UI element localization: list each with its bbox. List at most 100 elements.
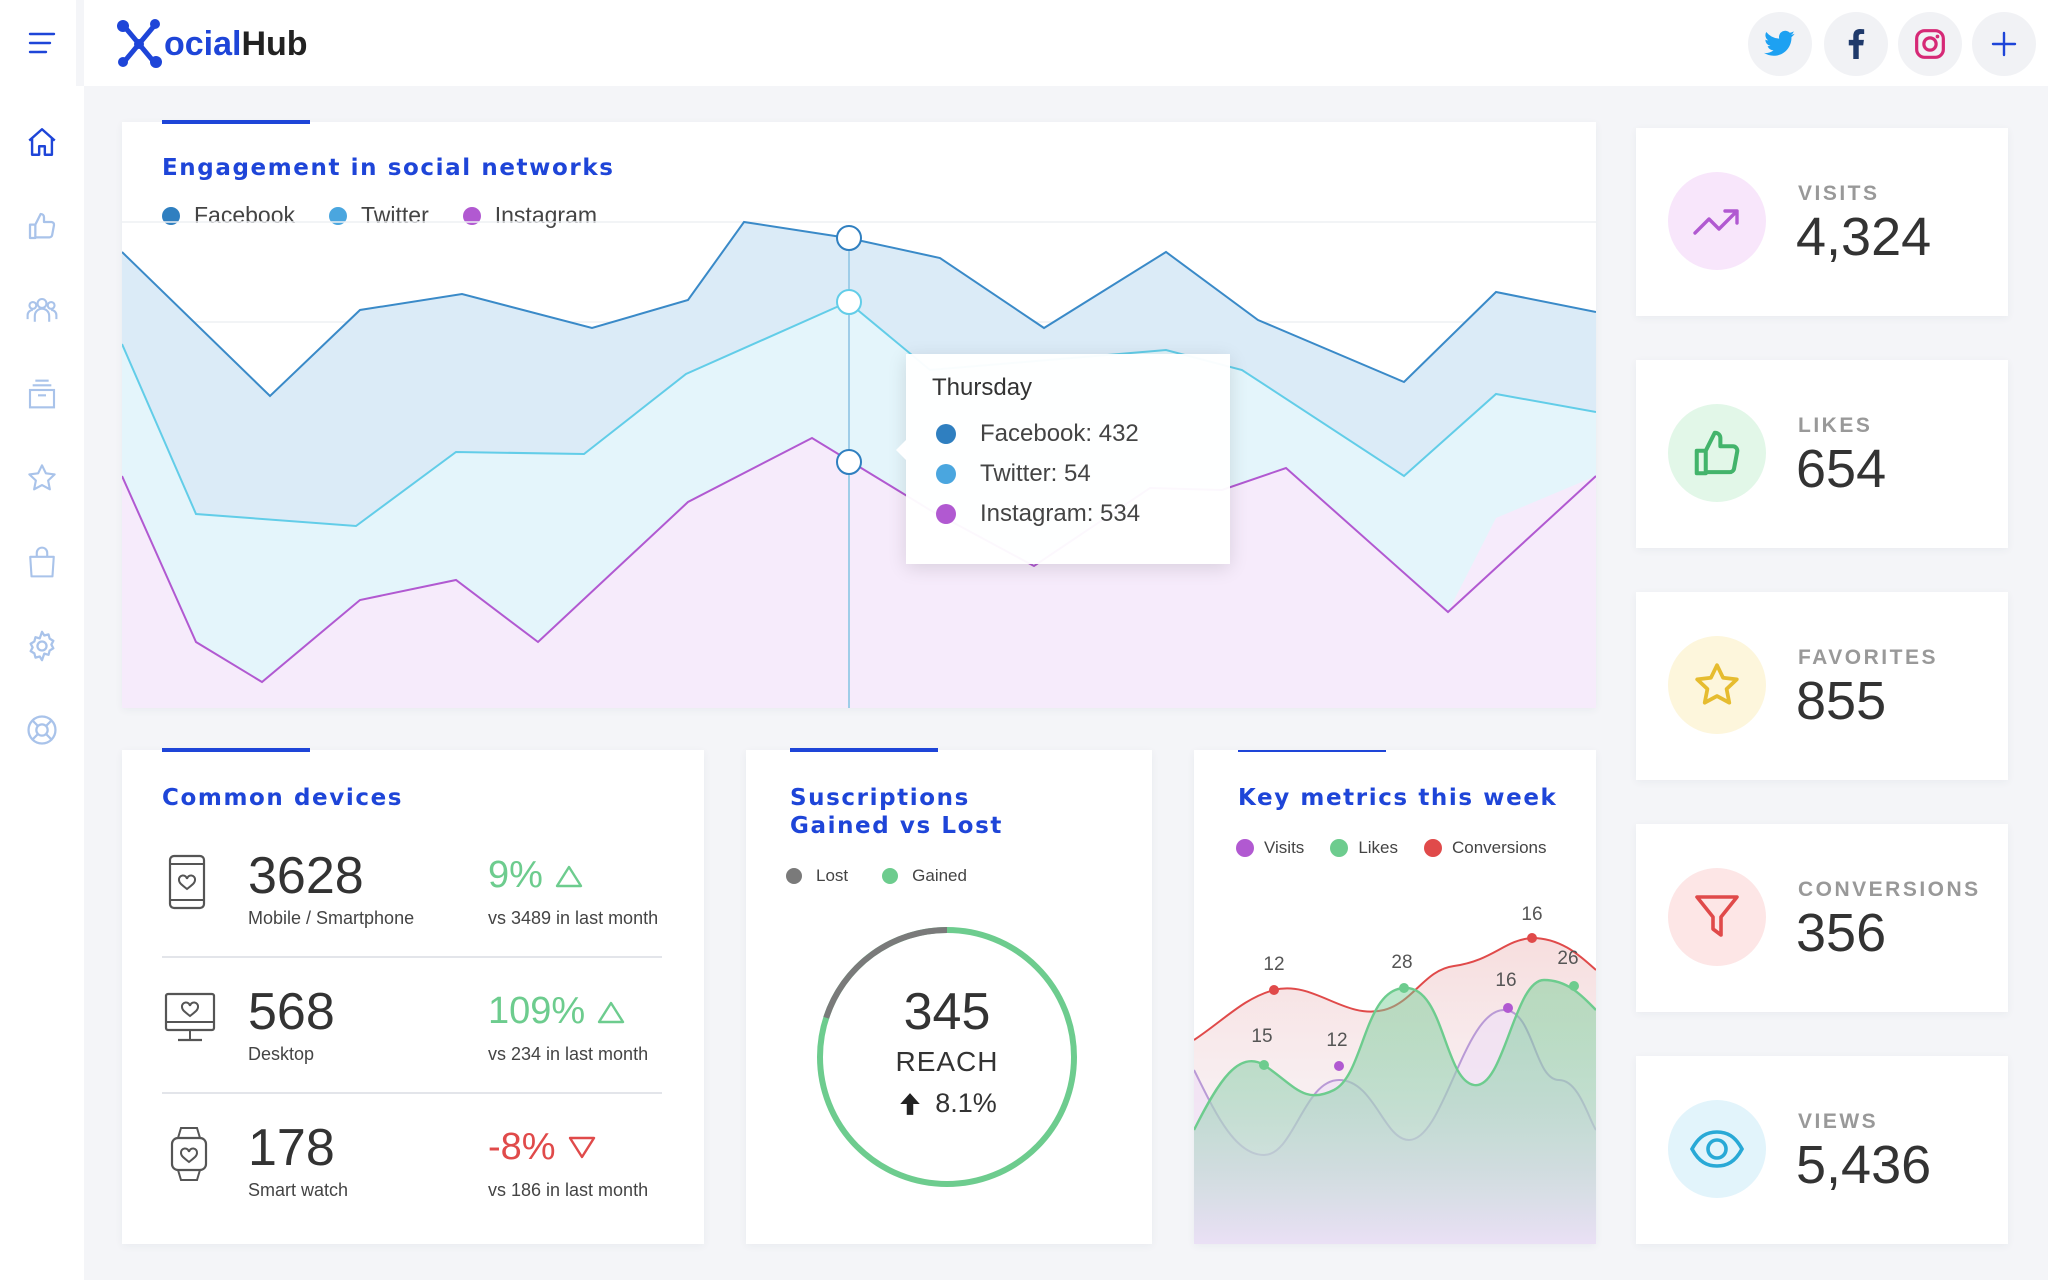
- triangle-down-icon: [568, 1136, 595, 1158]
- instagram-line: [122, 436, 1596, 684]
- legend-label: Visits: [1264, 838, 1305, 857]
- stat-card-likes[interactable]: LIKES 654: [1636, 360, 2008, 548]
- top-bar: ocialHub: [0, 0, 2048, 86]
- sidebar-item-support[interactable]: [24, 712, 60, 748]
- legend-dot: [162, 206, 180, 225]
- legend-item-facebook[interactable]: Facebook: [162, 202, 295, 229]
- filter-icon: [1695, 895, 1739, 937]
- stat-value: 5,436: [1796, 1135, 1932, 1195]
- device-row-desktop: 568 Desktop 109% vs 234 in last month: [162, 974, 662, 1110]
- device-compare: vs 186 in last month: [488, 1180, 649, 1200]
- sidebar-item-favorites[interactable]: [24, 460, 60, 496]
- stat-label: CONVERSIONS: [1798, 878, 1981, 901]
- facebook-hover-point[interactable]: [836, 225, 862, 251]
- reach-label: REACH: [895, 1046, 999, 1077]
- triangle-up-icon: [598, 1001, 625, 1023]
- tooltip-dot: [936, 504, 956, 524]
- stat-label: VIEWS: [1798, 1110, 1879, 1133]
- likes-point[interactable]: [1259, 1060, 1269, 1070]
- engagement-chart[interactable]: [122, 122, 1596, 708]
- stat-value: 4,324: [1796, 207, 1932, 267]
- stat-card-conversions[interactable]: CONVERSIONS 356: [1636, 824, 2008, 1012]
- stat-card-views[interactable]: VIEWS 5,436: [1636, 1056, 2008, 1244]
- stat-label: FAVORITES: [1798, 646, 1938, 669]
- users-icon: [26, 297, 58, 322]
- stat-card-visits[interactable]: VISITS 4,324: [1636, 128, 2008, 316]
- reach-value: 345: [903, 983, 991, 1041]
- sidebar-item-settings[interactable]: [24, 628, 60, 664]
- stat-icon-circle: [1668, 1100, 1766, 1198]
- legend-item-lost[interactable]: Lost: [786, 866, 848, 886]
- menu-button[interactable]: [0, 0, 84, 86]
- instagram-icon: [1915, 29, 1945, 59]
- card-accent: [790, 748, 938, 752]
- star-icon: [1695, 663, 1739, 705]
- legend-label: Likes: [1358, 838, 1398, 857]
- sidebar-item-archive[interactable]: [24, 376, 60, 412]
- point-label: 28: [1391, 952, 1412, 973]
- tooltip-dot: [936, 424, 956, 444]
- metrics-chart[interactable]: 12 28 16 26 15 12 16: [1194, 880, 1596, 1244]
- tooltip-label: Facebook: 432: [980, 420, 1139, 447]
- twitter-icon: [1764, 30, 1795, 56]
- point-label: 12: [1263, 954, 1284, 975]
- add-button[interactable]: [1972, 12, 2036, 76]
- stat-label: LIKES: [1798, 414, 1873, 437]
- reach-donut[interactable]: [812, 922, 1082, 1192]
- subscriptions-legend: Lost Gained: [786, 866, 1001, 886]
- sidebar-item-shop[interactable]: [24, 544, 60, 580]
- legend-dot: [462, 206, 481, 225]
- stat-card-favorites[interactable]: FAVORITES 855: [1636, 592, 2008, 780]
- device-compare: vs 3489 in last month: [488, 908, 659, 928]
- conversions-point[interactable]: [1527, 933, 1537, 943]
- likes-point[interactable]: [1569, 981, 1579, 991]
- smartphone-icon: [168, 854, 206, 910]
- visits-point[interactable]: [1503, 1003, 1513, 1013]
- device-count: 3628: [248, 847, 364, 905]
- legend-item-visits[interactable]: Visits: [1236, 838, 1304, 858]
- legend-dot: [882, 868, 899, 884]
- legend-item-twitter[interactable]: Twitter: [329, 202, 429, 229]
- legend-label: Conversions: [1452, 838, 1547, 857]
- support-icon: [27, 715, 57, 745]
- chart-tooltip: Thursday Facebook: 432 Twitter: 54 Insta…: [896, 354, 1230, 564]
- tooltip-day: Thursday: [932, 374, 1033, 401]
- archive-icon: [28, 379, 56, 409]
- twitter-hover-point[interactable]: [836, 289, 862, 315]
- legend-item-gained[interactable]: Gained: [882, 866, 967, 886]
- likes-point[interactable]: [1399, 983, 1409, 993]
- card-accent: [1238, 750, 1386, 752]
- device-change: -8%: [488, 1126, 596, 1169]
- legend-dot: [1424, 839, 1442, 857]
- devices-card: Common devices 3628 Mobile / Smartphone …: [122, 748, 704, 1244]
- visits-point[interactable]: [1334, 1061, 1344, 1071]
- stat-icon-circle: [1668, 868, 1766, 966]
- instagram-button[interactable]: [1898, 12, 1962, 76]
- triangle-up-icon: [555, 865, 583, 887]
- legend-item-instagram[interactable]: Instagram: [462, 202, 597, 229]
- sidebar-item-home[interactable]: [24, 124, 60, 160]
- instagram-hover-point[interactable]: [836, 449, 862, 475]
- tooltip-row-instagram: Instagram: 534: [936, 500, 1140, 528]
- point-label: 15: [1251, 1026, 1272, 1047]
- logo[interactable]: ocialHub: [116, 18, 308, 70]
- hamburger-icon: [28, 32, 56, 54]
- gear-icon: [29, 630, 55, 662]
- point-label: 26: [1557, 948, 1578, 969]
- twitter-button[interactable]: [1748, 12, 1812, 76]
- point-label: 16: [1521, 904, 1542, 925]
- sidebar-item-users[interactable]: [24, 292, 60, 328]
- change-value: 8.1%: [935, 1088, 997, 1118]
- conversions-point[interactable]: [1269, 985, 1279, 995]
- title-line: Gained vs Lost: [790, 813, 1003, 839]
- change-value: 9%: [488, 854, 543, 896]
- legend-item-likes[interactable]: Likes: [1330, 838, 1398, 858]
- tooltip-dot: [936, 464, 956, 484]
- legend-item-conversions[interactable]: Conversions: [1424, 838, 1547, 858]
- sidebar-item-likes[interactable]: [24, 208, 60, 244]
- legend-dot: [329, 206, 348, 225]
- smartwatch-icon: [170, 1127, 208, 1181]
- metrics-title: Key metrics this week: [1238, 785, 1558, 811]
- stat-value: 356: [1796, 903, 1887, 963]
- facebook-button[interactable]: [1824, 12, 1888, 76]
